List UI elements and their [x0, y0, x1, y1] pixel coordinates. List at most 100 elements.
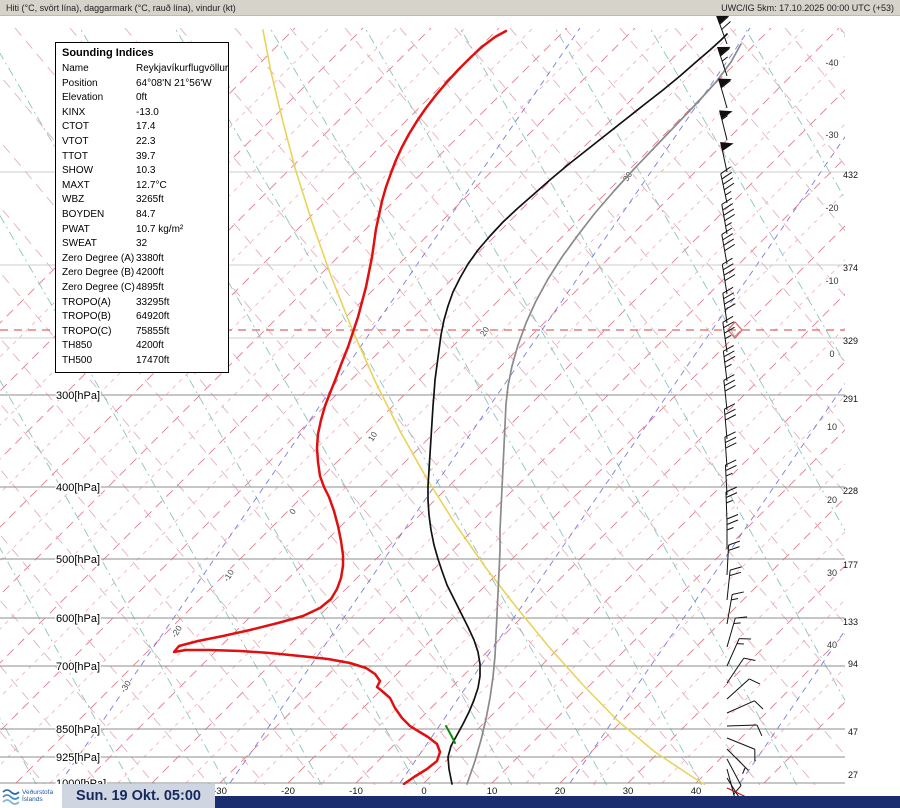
indices-title: Sounding Indices [62, 47, 154, 59]
index-label: TROPO(C) [62, 325, 112, 337]
index-row: Zero Degree (B) 4200ft [56, 266, 228, 281]
index-label: Name [62, 63, 89, 74]
model-run-info: UWC/IG 5km: 17.10.2025 00:00 UTC (+53) [721, 2, 894, 13]
wind-barb [726, 678, 761, 700]
reference-curve [466, 43, 742, 785]
wind-barb [726, 591, 744, 625]
index-row: Zero Degree (A) 3380ft [56, 252, 228, 267]
isoline-label: 20 [478, 325, 492, 339]
wind-barb [726, 540, 740, 576]
wind-barb [720, 166, 735, 204]
index-row: WBZ 3265ft [56, 193, 228, 208]
index-value: Reykjavíkurflugvöllur [136, 63, 229, 74]
dewpoint-curve [172, 29, 508, 785]
datetime-text: Sun. 19 Okt. 05:00 [76, 788, 201, 804]
temp-edge-label: 40 [827, 640, 837, 650]
height-label: 228 [843, 486, 858, 496]
index-value: 4200ft [136, 267, 164, 279]
tropopause-marker [727, 321, 743, 339]
wind-barb [726, 514, 739, 549]
index-value: 4200ft [136, 340, 164, 352]
wind-barb [726, 737, 756, 762]
height-label: 177 [843, 560, 858, 570]
temp-edge-label: 0 [829, 349, 834, 359]
index-label: Zero Degree (A) [62, 252, 135, 264]
wind-barb [717, 46, 731, 77]
temperature-curve [427, 33, 728, 785]
wind-barb [723, 403, 737, 440]
index-value: 32 [136, 238, 148, 250]
index-row: Name Reykjavíkurflugvöllur [56, 62, 228, 77]
wind-barb [726, 724, 763, 736]
index-label: MAXT [62, 179, 90, 191]
pressure-label: 300[hPa] [56, 390, 100, 402]
index-row: BOYDEN 84.7 [56, 208, 228, 223]
height-label: 374 [843, 263, 858, 273]
index-row: KINX -13.0 [56, 106, 228, 121]
wind-barb [725, 486, 738, 523]
wind-barb [719, 110, 733, 141]
wind-barb [721, 257, 736, 295]
index-row: TH850 4200ft [56, 339, 228, 354]
temp-axis-label: 0 [421, 786, 426, 797]
index-value: 4895ft [136, 281, 164, 293]
temp-axis-label: 30 [623, 786, 634, 797]
index-row: CTOT 17.4 [56, 120, 228, 135]
index-row: PWAT 10.7 kg/m² [56, 223, 228, 238]
sounding-curves [172, 29, 742, 785]
index-label: BOYDEN [62, 208, 105, 220]
index-row: MAXT 12.7°C [56, 179, 228, 194]
height-label: 94 [848, 659, 858, 669]
temp-edge-label: 30 [827, 568, 837, 578]
wind-barb [722, 286, 736, 324]
index-label: SHOW [62, 165, 94, 177]
wind-barb [722, 315, 735, 353]
index-row: VTOT 22.3 [56, 135, 228, 150]
temp-axis-label: 40 [691, 786, 702, 797]
wind-barb [726, 758, 742, 795]
wind-barb [724, 431, 737, 468]
wind-barb [720, 142, 734, 173]
wind-barb [723, 374, 736, 411]
temp-axis-label: 20 [555, 786, 566, 797]
index-row: SWEAT 32 [56, 237, 228, 252]
index-value: 17470ft [136, 354, 170, 366]
pressure-label: 500[hPa] [56, 554, 100, 566]
wind-barb [721, 197, 735, 235]
timeline-bar[interactable] [0, 796, 900, 808]
index-label: KINX [62, 106, 86, 118]
sounding-indices-panel: Sounding Indices Name Reykjavíkurflugvöll… [55, 42, 229, 374]
wetbulb-segment-curve [445, 725, 456, 744]
index-row: TROPO(A) 33295ft [56, 296, 228, 311]
index-value: 75855ft [136, 325, 170, 337]
index-label: TH850 [62, 340, 93, 352]
height-label: 133 [843, 617, 858, 627]
index-label: Elevation [62, 92, 104, 104]
temp-axis-label: -20 [281, 786, 295, 797]
isoline-label: 0 [287, 507, 298, 517]
index-value: 84.7 [136, 208, 156, 220]
height-label: 27 [848, 770, 858, 780]
index-value: 10.7 kg/m² [136, 223, 184, 235]
index-value: 22.3 [136, 135, 156, 147]
wind-barb [724, 459, 737, 496]
wind-barb [718, 78, 732, 109]
index-row: Zero Degree (C) 4895ft [56, 281, 228, 296]
index-value: -13.0 [136, 106, 159, 118]
temp-edge-label: 10 [827, 422, 837, 432]
temp-edge-label: -40 [825, 58, 838, 68]
wind-barb [726, 748, 749, 774]
index-label: TTOT [62, 150, 88, 162]
height-label: 291 [843, 394, 858, 404]
datetime-display[interactable]: Sun. 19 Okt. 05:00 [62, 784, 215, 808]
index-value: 64°08'N 21°56'W [136, 77, 212, 89]
index-value: 0ft [136, 92, 148, 104]
index-label: Zero Degree (C) [62, 281, 135, 293]
index-row: TROPO(B) 64920ft [56, 310, 228, 325]
height-label: 47 [848, 727, 858, 737]
index-label: SWEAT [62, 238, 97, 250]
index-label: VTOT [62, 135, 89, 147]
wind-barb [726, 657, 756, 684]
logo-wave-icon [2, 789, 20, 805]
index-value: 3380ft [136, 252, 164, 264]
